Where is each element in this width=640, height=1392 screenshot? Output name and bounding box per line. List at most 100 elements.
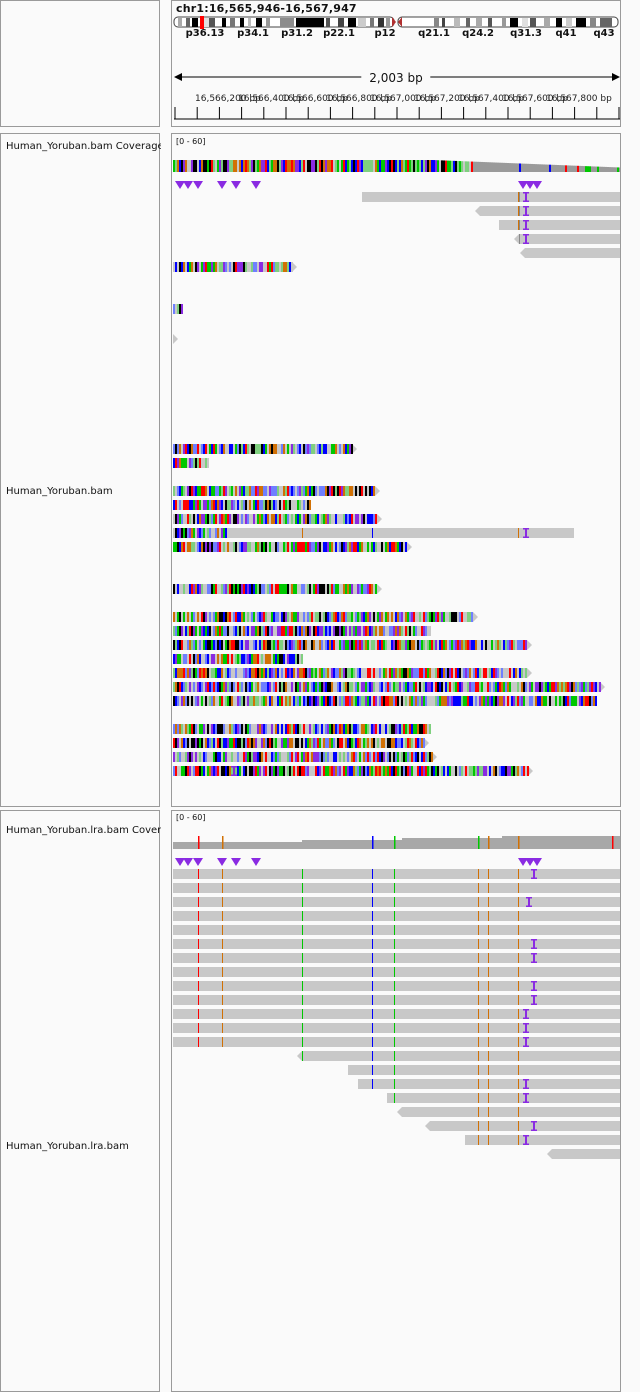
aligned-read[interactable] [173, 752, 437, 762]
mismatch-base [255, 500, 257, 510]
mismatch-base [303, 514, 305, 524]
aligned-read[interactable] [173, 724, 431, 734]
mismatch-base [389, 766, 391, 776]
aligned-read[interactable] [173, 696, 597, 706]
mismatch-base [237, 542, 239, 552]
aligned-read[interactable] [173, 911, 620, 921]
aligned-read[interactable] [173, 953, 620, 963]
aligned-read[interactable] [173, 981, 620, 991]
aligned-read[interactable] [173, 925, 620, 935]
mismatch-base [339, 514, 341, 524]
aligned-read[interactable] [173, 458, 209, 468]
mismatch-base [361, 486, 363, 496]
aligned-read[interactable] [173, 869, 620, 879]
mismatch-base [343, 696, 345, 706]
aligned-read[interactable] [173, 528, 227, 538]
aligned-read[interactable] [397, 1107, 620, 1117]
mismatch-base [193, 542, 195, 552]
aligned-read[interactable] [173, 654, 303, 664]
alignment-panel-2[interactable]: [0 - 60] [171, 810, 621, 1392]
mismatch-base [421, 612, 423, 622]
aligned-read[interactable] [173, 995, 620, 1005]
coverage-bar [367, 160, 369, 172]
aligned-read[interactable] [348, 1065, 620, 1075]
locus-text[interactable]: chr1:16,565,946-16,567,947 [176, 2, 357, 15]
aligned-read[interactable] [475, 206, 620, 216]
mismatch-base [221, 444, 223, 454]
mismatch-base [177, 668, 179, 678]
aligned-read[interactable] [173, 766, 533, 776]
aligned-read[interactable] [358, 1079, 620, 1089]
aligned-read[interactable] [173, 668, 532, 678]
insertion-summary-icon [175, 181, 185, 189]
mismatch-base [317, 738, 319, 748]
aligned-read[interactable] [173, 304, 183, 314]
aligned-read[interactable] [173, 682, 605, 692]
aligned-read[interactable] [173, 514, 382, 524]
aligned-read[interactable] [387, 1093, 620, 1103]
mismatch-base [223, 668, 225, 678]
aligned-read[interactable] [514, 234, 620, 244]
mismatch-base [253, 640, 255, 650]
mismatch-base [193, 738, 195, 748]
aligned-read[interactable] [173, 1009, 620, 1019]
track-name-lra-coverage[interactable]: Human_Yoruban.lra.bam Coverage [6, 825, 161, 836]
aligned-read[interactable] [173, 939, 620, 949]
mismatch-base [249, 584, 251, 594]
aligned-read[interactable] [173, 738, 429, 748]
coverage-bar [419, 160, 421, 172]
chromosome-ideogram[interactable] [172, 15, 621, 41]
aligned-read[interactable] [173, 262, 297, 272]
mismatch-base [173, 262, 175, 272]
mismatch-base [435, 612, 437, 622]
track-name-lra[interactable]: Human_Yoruban.lra.bam [6, 1141, 129, 1152]
aligned-read[interactable] [173, 584, 382, 594]
mismatch-base [207, 668, 209, 678]
aligned-read[interactable] [173, 486, 380, 496]
track-name-bam-coverage[interactable]: Human_Yoruban.bam Coverage [6, 141, 161, 152]
aligned-read[interactable] [173, 1023, 620, 1033]
coverage-histogram[interactable] [173, 160, 621, 172]
aligned-read[interactable] [520, 248, 620, 258]
aligned-read[interactable] [173, 542, 412, 552]
lra-alignment-view[interactable] [172, 811, 621, 1392]
mismatch-base [197, 458, 199, 468]
mismatch-base [499, 696, 501, 706]
bam-alignment-view[interactable] [172, 134, 621, 807]
mismatch-base [313, 724, 315, 734]
aligned-read[interactable] [173, 640, 532, 650]
coverage-histogram[interactable] [173, 836, 620, 849]
aligned-read[interactable] [465, 1135, 620, 1145]
span-arrow-right [612, 73, 620, 81]
mismatch-base [211, 444, 213, 454]
aligned-read[interactable] [499, 220, 620, 230]
mismatch-base [435, 696, 437, 706]
mismatch-base [229, 612, 231, 622]
aligned-read[interactable] [173, 626, 431, 636]
track-name-bam[interactable]: Human_Yoruban.bam [6, 486, 113, 497]
aligned-read[interactable] [173, 612, 478, 622]
aligned-read[interactable] [227, 528, 574, 538]
mismatch-base [463, 696, 465, 706]
aligned-read[interactable] [173, 883, 620, 893]
mismatch-base [197, 766, 199, 776]
mismatch-base [223, 738, 225, 748]
mismatch-base [281, 640, 283, 650]
aligned-read[interactable] [173, 1037, 620, 1047]
aligned-read[interactable] [425, 1121, 620, 1131]
aligned-read[interactable] [173, 500, 311, 510]
mismatch-base [249, 626, 251, 636]
mismatch-base [285, 640, 287, 650]
aligned-read[interactable] [173, 897, 620, 907]
mismatch-base [211, 542, 213, 552]
mismatch-base [245, 486, 247, 496]
aligned-read[interactable] [173, 444, 357, 454]
alignment-panel-1[interactable]: [0 - 60] [171, 133, 621, 807]
aligned-read[interactable] [547, 1149, 620, 1159]
aligned-read[interactable] [297, 1051, 620, 1061]
aligned-read[interactable] [173, 967, 620, 977]
aligned-read[interactable] [362, 192, 620, 202]
mismatch-base [307, 668, 309, 678]
mismatch-base [553, 682, 555, 692]
mismatch-base [367, 682, 369, 692]
